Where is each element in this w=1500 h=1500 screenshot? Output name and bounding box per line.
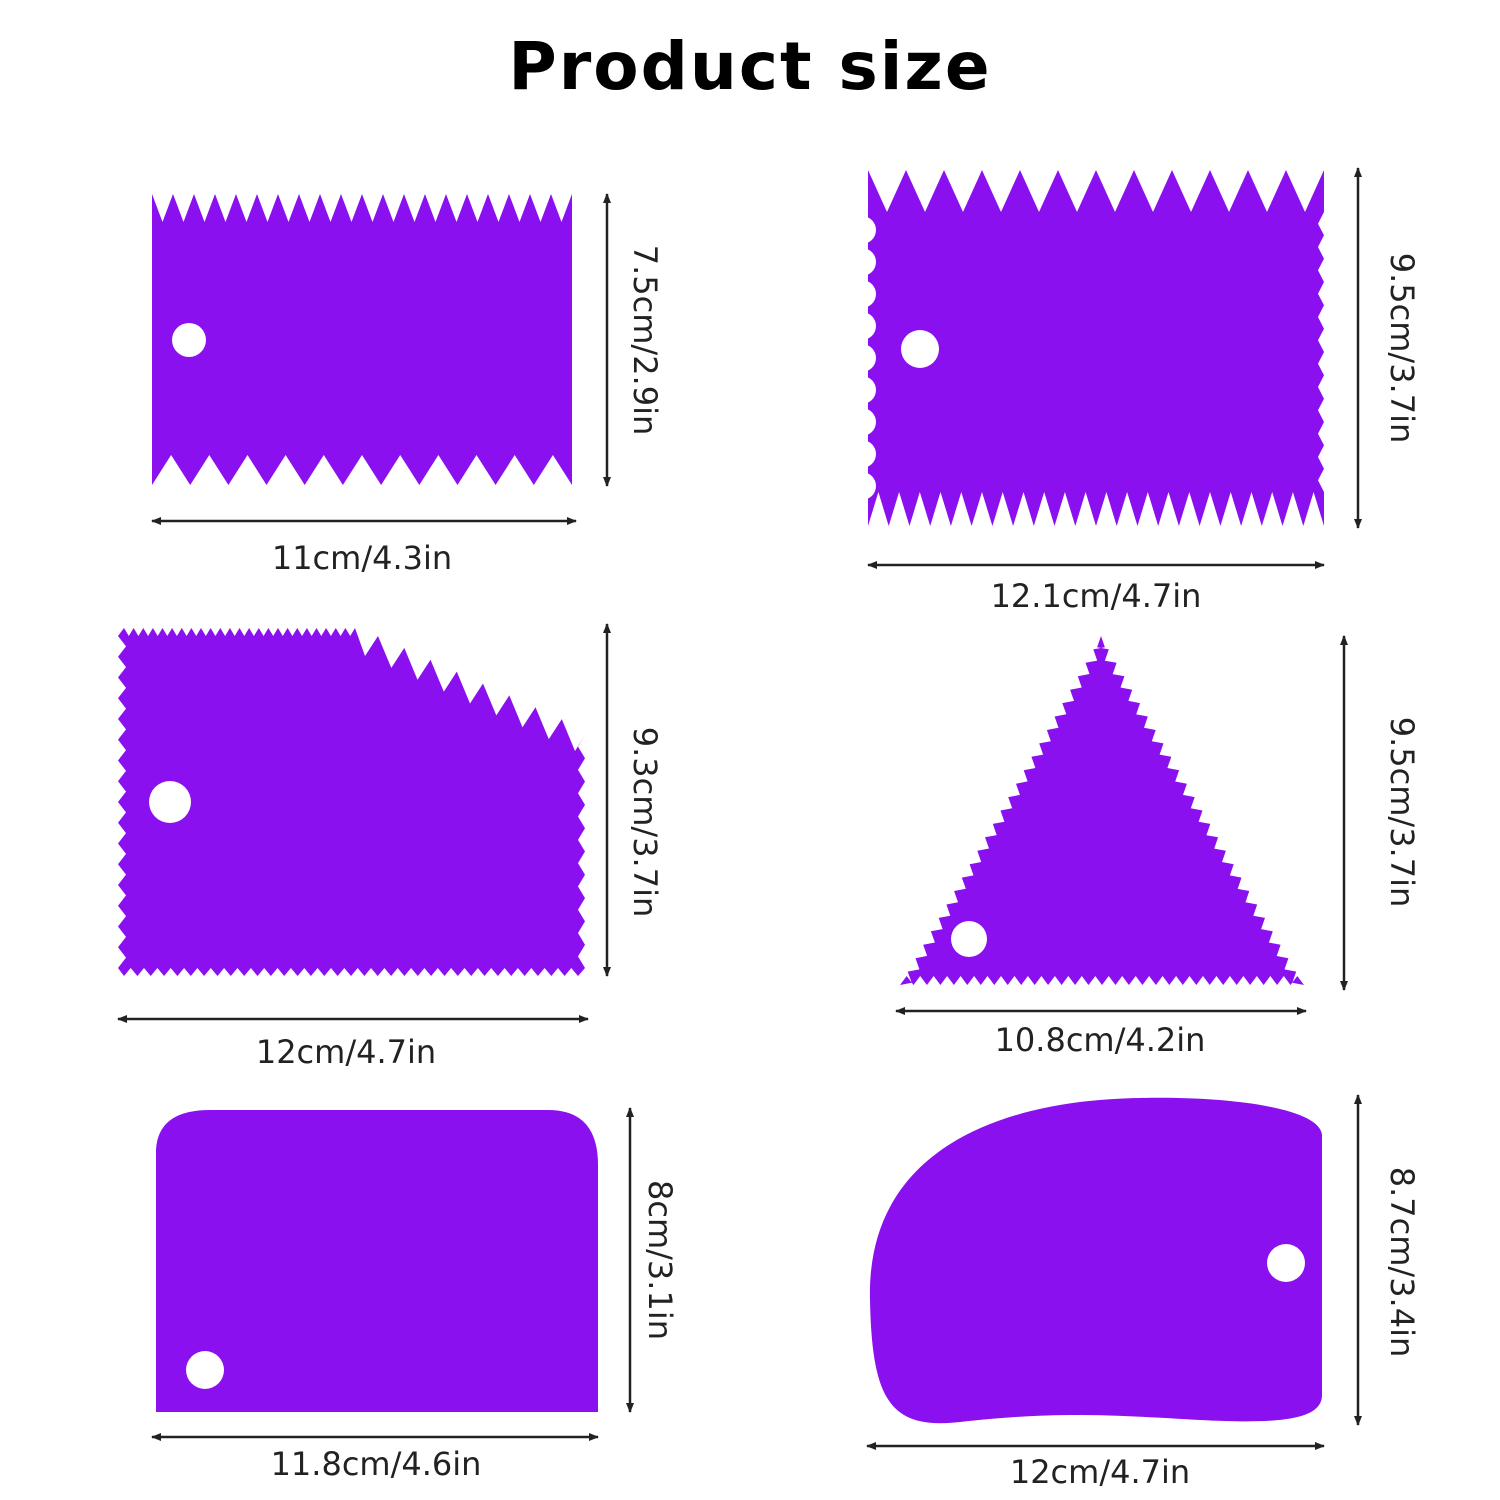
scraper-6-bowl xyxy=(869,1097,1322,1424)
scraper-4-hole xyxy=(951,921,987,957)
height-label-3: 9.3cm/3.7in xyxy=(626,726,664,918)
scraper-3-hole xyxy=(149,781,191,823)
scraper-3-notched xyxy=(118,628,585,976)
scraper-2-scallop xyxy=(848,440,876,468)
scraper-1-zigzag-small xyxy=(152,194,572,485)
width-label-5: 11.8cm/4.6in xyxy=(270,1445,482,1483)
width-label-1: 11cm/4.3in xyxy=(271,539,453,577)
scraper-2-hole xyxy=(901,330,939,368)
scraper-2-scallop xyxy=(848,344,876,372)
scraper-2-scallop xyxy=(848,280,876,308)
width-label-3: 12cm/4.7in xyxy=(255,1033,437,1071)
scraper-6-hole xyxy=(1267,1244,1305,1282)
page-title: Product size xyxy=(508,28,992,105)
scraper-2-scallop xyxy=(848,376,876,404)
height-label-2: 9.5cm/3.7in xyxy=(1383,252,1421,444)
scraper-1-hole xyxy=(172,323,206,357)
scraper-2-scallop xyxy=(848,248,876,276)
height-label-5: 8cm/3.1in xyxy=(641,1180,679,1340)
scraper-4-triangle xyxy=(900,636,1304,985)
scraper-2-scallop xyxy=(848,472,876,500)
scraper-5-hole xyxy=(186,1351,224,1389)
scraper-5-rounded-rect xyxy=(156,1110,598,1412)
height-label-4: 9.5cm/3.7in xyxy=(1383,716,1421,908)
width-label-6: 12cm/4.7in xyxy=(1009,1453,1191,1491)
height-label-6: 8.7cm/3.4in xyxy=(1383,1166,1421,1358)
scraper-2-scallop xyxy=(848,408,876,436)
width-label-4: 10.8cm/4.2in xyxy=(994,1021,1206,1059)
height-label-1: 7.5cm/2.9in xyxy=(626,244,664,436)
scraper-2-scallop xyxy=(848,312,876,340)
width-label-2: 12.1cm/4.7in xyxy=(990,577,1202,615)
scraper-2-scallop xyxy=(848,216,876,244)
scraper-2-zigzag-scalloped xyxy=(868,170,1324,526)
